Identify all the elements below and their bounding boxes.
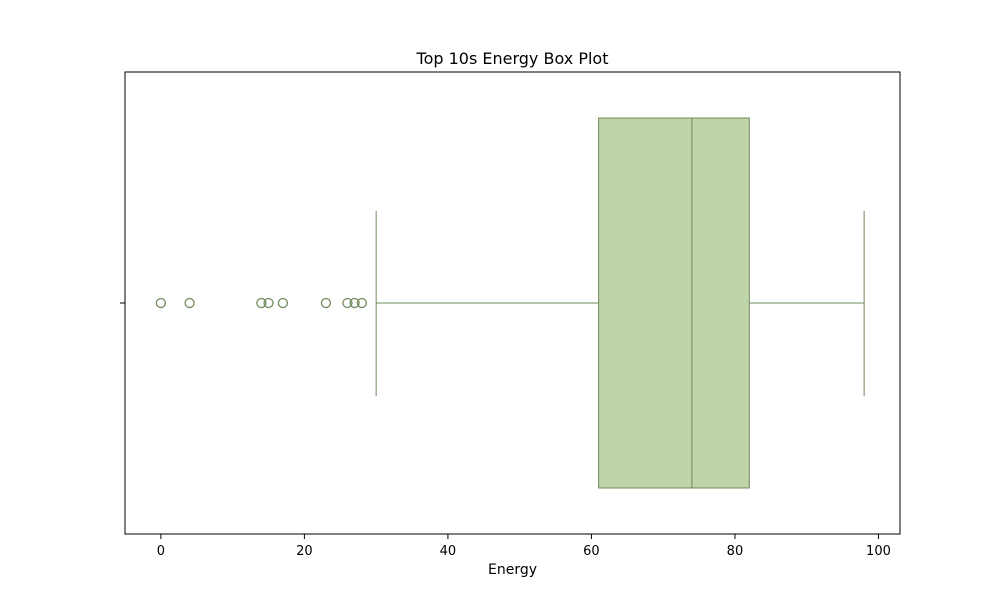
x-tick-label: 0 bbox=[157, 544, 165, 559]
outlier-point bbox=[349, 297, 360, 309]
outlier-point bbox=[256, 297, 267, 309]
chart-title: Top 10s Energy Box Plot bbox=[416, 49, 609, 68]
box-plot-group bbox=[375, 117, 865, 489]
outlier-point bbox=[320, 297, 332, 309]
outlier-point bbox=[277, 297, 289, 309]
outlier-point bbox=[184, 297, 195, 309]
interquartile-box bbox=[598, 117, 750, 489]
x-tick-label: 40 bbox=[440, 544, 457, 559]
outlier-point bbox=[356, 297, 367, 309]
x-axis-label: Energy bbox=[488, 562, 537, 578]
outlier-point bbox=[263, 297, 274, 309]
x-tick-label: 80 bbox=[727, 544, 744, 559]
outlier-point bbox=[155, 297, 167, 309]
x-axis-ticks: 0 20 40 60 80 100 bbox=[157, 534, 891, 559]
x-tick-label: 20 bbox=[296, 544, 313, 559]
outlier-group bbox=[155, 297, 367, 309]
outlier-point bbox=[342, 297, 353, 309]
x-tick-label: 60 bbox=[583, 544, 600, 559]
x-tick-label: 100 bbox=[866, 544, 891, 559]
